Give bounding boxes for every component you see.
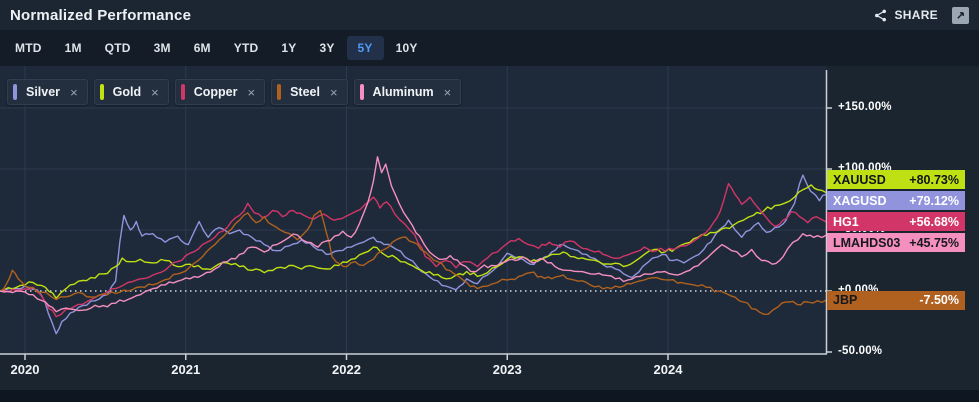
tab-qtd[interactable]: QTD: [94, 36, 142, 60]
series-line-steel: [0, 209, 827, 316]
series-line-copper: [0, 182, 827, 318]
tab-3m[interactable]: 3M: [143, 36, 182, 60]
legend-chip-steel[interactable]: Steel ×: [271, 79, 348, 105]
share-icon: [875, 9, 887, 21]
ticker-label: JBP: [833, 293, 858, 308]
remove-series-icon[interactable]: ×: [247, 84, 256, 100]
price-label-hg1[interactable]: HG1 +56.68%: [827, 212, 965, 231]
series-name-label: Aluminum: [372, 85, 434, 99]
footer-strip: [0, 390, 979, 402]
series-name-label: Steel: [290, 85, 320, 99]
remove-series-icon[interactable]: ×: [443, 84, 452, 100]
series-color-swatch: [13, 84, 17, 100]
share-button[interactable]: SHARE: [874, 8, 938, 22]
expand-arrow-icon: [957, 11, 964, 19]
plot-background: [0, 66, 826, 354]
ticker-value: +56.68%: [909, 214, 959, 229]
ticker-label: HG1: [833, 214, 859, 229]
ticker-label: XAGUSD: [833, 193, 887, 208]
legend-chip-aluminum[interactable]: Aluminum ×: [353, 79, 462, 105]
price-label-lmahds03[interactable]: LMAHDS03 +45.75%: [827, 233, 965, 252]
series-color-swatch: [277, 84, 282, 100]
series-name-label: Copper: [193, 85, 238, 99]
price-label-xagusd[interactable]: XAGUSD +79.12%: [827, 191, 965, 210]
ticker-value: -7.50%: [919, 293, 959, 308]
series-name-label: Gold: [112, 85, 142, 99]
widget-header: Normalized Performance SHARE: [0, 0, 979, 30]
price-label-jbp[interactable]: JBP -7.50%: [827, 290, 965, 310]
x-axis-label-2020: 2020: [10, 362, 40, 377]
x-axis-label-2024: 2024: [653, 362, 683, 377]
series-color-swatch: [180, 84, 185, 100]
tab-6m[interactable]: 6M: [183, 36, 222, 60]
series-name-label: Silver: [26, 85, 61, 99]
tab-10y[interactable]: 10Y: [385, 36, 429, 60]
header-actions: SHARE: [874, 6, 969, 24]
y-axis-label: +150.00%: [838, 101, 892, 113]
expand-button[interactable]: [952, 6, 969, 24]
tab-ytd[interactable]: YTD: [223, 36, 270, 60]
page-title: Normalized Performance: [10, 6, 192, 24]
series-line-gold: [0, 184, 827, 300]
x-axis-label-2021: 2021: [171, 362, 201, 377]
tab-mtd[interactable]: MTD: [4, 36, 53, 60]
ticker-value: +79.12%: [909, 193, 959, 208]
series-color-swatch: [359, 84, 364, 100]
range-tabbar: MTD 1M QTD 3M 6M YTD 1Y 3Y 5Y 10Y: [0, 30, 979, 66]
tab-1m[interactable]: 1M: [54, 36, 93, 60]
share-label: SHARE: [894, 8, 938, 22]
remove-series-icon[interactable]: ×: [329, 84, 338, 100]
ticker-value: +80.73%: [909, 172, 959, 187]
legend-chip-silver[interactable]: Silver ×: [7, 79, 88, 105]
remove-series-icon[interactable]: ×: [151, 84, 159, 100]
ticker-label: XAUUSD: [833, 172, 886, 187]
chart-area: Silver × Gold × Copper × Steel × Aluminum × +150.…: [0, 66, 979, 390]
series-line-silver: [0, 174, 827, 335]
y-axis-label: -50.00%: [838, 345, 883, 357]
tab-5y[interactable]: 5Y: [346, 36, 384, 60]
price-label-xauusd[interactable]: XAUUSD +80.73%: [827, 170, 965, 189]
series-legend: Silver × Gold × Copper × Steel × Aluminum ×: [7, 79, 462, 105]
x-axis-label-2023: 2023: [492, 362, 522, 377]
remove-series-icon[interactable]: ×: [70, 84, 78, 100]
tab-3y[interactable]: 3Y: [308, 36, 345, 60]
series-line-aluminum: [0, 156, 827, 313]
ticker-label: LMAHDS03: [833, 235, 901, 250]
tab-1y[interactable]: 1Y: [270, 36, 307, 60]
ticker-value: +45.75%: [909, 235, 959, 250]
performance-chart[interactable]: [0, 66, 979, 390]
x-axis-label-2022: 2022: [332, 362, 361, 377]
legend-chip-copper[interactable]: Copper ×: [174, 79, 266, 105]
legend-chip-gold[interactable]: Gold ×: [93, 79, 169, 105]
series-color-swatch: [99, 84, 104, 100]
